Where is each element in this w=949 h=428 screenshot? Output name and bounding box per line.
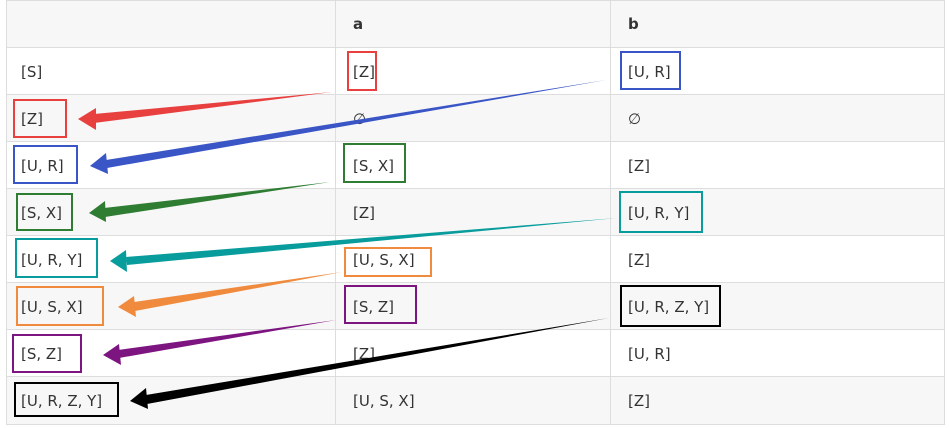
highlight-box-orange-source: [344, 247, 432, 277]
a-cell: [S, Z]: [353, 298, 395, 316]
b-cell: [U, R, Y]: [628, 204, 690, 222]
highlight-box-teal-target: [15, 238, 98, 278]
highlight-box-red-target: [13, 99, 67, 138]
highlight-box-black-source: [620, 285, 721, 327]
highlight-box-teal-source: [619, 191, 703, 233]
table-row: [U, S, X] [S, Z] [U, R, Z, Y]: [7, 282, 944, 329]
table-row: [S, Z] [Z] [U, R]: [7, 329, 944, 376]
state-cell: [U, R, Z, Y]: [21, 392, 103, 410]
table-row: [U, R, Z, Y] [U, S, X] [Z]: [7, 376, 944, 425]
highlight-box-purple-target: [12, 334, 82, 373]
highlight-box-blue-source: [620, 51, 681, 90]
header-a: a: [353, 15, 364, 33]
highlight-box-blue-target: [13, 145, 78, 184]
state-cell: [U, S, X]: [21, 298, 83, 316]
state-cell: [S, X]: [21, 204, 63, 222]
table-row: [S, X] [Z] [U, R, Y]: [7, 188, 944, 235]
b-cell: ∅: [628, 110, 642, 128]
state-cell: [U, R, Y]: [21, 251, 83, 269]
highlight-box-purple-source: [344, 285, 417, 324]
b-cell: [U, R]: [628, 63, 671, 81]
header-row: a b: [7, 0, 944, 47]
table-row: [S] [Z] [U, R]: [7, 47, 944, 94]
column-divider: [610, 0, 611, 425]
b-cell: [Z]: [628, 251, 650, 269]
highlight-box-green-source: [343, 143, 406, 183]
state-cell: [S, Z]: [21, 345, 63, 363]
highlight-box-red-source: [347, 51, 377, 91]
a-cell: [Z]: [353, 345, 375, 363]
state-cell: [S]: [21, 63, 43, 81]
column-divider: [335, 0, 336, 425]
a-cell: [U, S, X]: [353, 392, 415, 410]
b-cell: [U, R]: [628, 345, 671, 363]
highlight-box-black-target: [14, 382, 119, 417]
highlight-box-orange-target: [16, 286, 104, 326]
a-cell: [Z]: [353, 204, 375, 222]
a-cell: ∅: [353, 110, 367, 128]
b-cell: [U, R, Z, Y]: [628, 298, 710, 316]
a-cell: [Z]: [353, 63, 375, 81]
highlight-box-green-target: [16, 193, 73, 231]
b-cell: [Z]: [628, 157, 650, 175]
table-row: [U, R, Y] [U, S, X] [Z]: [7, 235, 944, 282]
transition-table: a b [S] [Z] [U, R] [Z] ∅ ∅ [U, R] [S, X]…: [6, 0, 945, 425]
b-cell: [Z]: [628, 392, 650, 410]
state-cell: [Z]: [21, 110, 43, 128]
table-row: [U, R] [S, X] [Z]: [7, 141, 944, 188]
table-row: [Z] ∅ ∅: [7, 94, 944, 141]
header-b: b: [628, 15, 639, 33]
state-cell: [U, R]: [21, 157, 64, 175]
